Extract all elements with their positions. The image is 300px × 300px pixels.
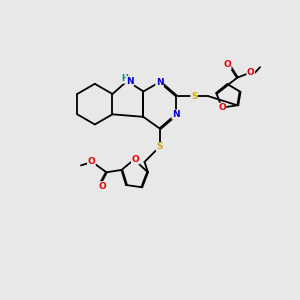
Text: S: S <box>156 142 163 152</box>
Text: O: O <box>88 157 95 166</box>
Text: O: O <box>247 68 255 77</box>
Text: O: O <box>218 103 226 112</box>
Text: H: H <box>121 74 128 83</box>
Text: O: O <box>223 60 231 69</box>
Text: N: N <box>126 76 134 85</box>
Text: N: N <box>172 110 179 119</box>
Text: O: O <box>98 182 106 191</box>
Text: S: S <box>191 92 197 100</box>
Text: N: N <box>156 78 163 87</box>
Text: O: O <box>131 155 139 164</box>
